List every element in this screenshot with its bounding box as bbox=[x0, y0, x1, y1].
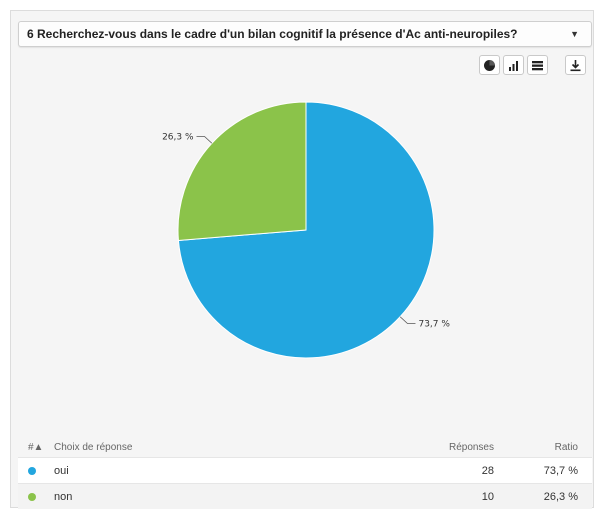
pie-slice-non[interactable] bbox=[177, 101, 307, 241]
data-label-non: 26,3 % bbox=[162, 132, 194, 142]
question-dropdown[interactable]: 6 Recherchez-vous dans le cadre d'un bil… bbox=[18, 21, 592, 47]
table-view-button[interactable] bbox=[527, 55, 548, 75]
bar-chart-icon bbox=[509, 60, 518, 71]
header-ratio: Ratio bbox=[554, 441, 578, 453]
table-header: #▲ Choix de réponse Réponses Ratio bbox=[18, 437, 592, 457]
row-responses: 28 bbox=[481, 464, 494, 477]
table-row: non 10 26,3 % bbox=[18, 483, 592, 509]
legend-dot bbox=[28, 492, 36, 501]
row-ratio: 73,7 % bbox=[543, 464, 578, 477]
download-icon bbox=[570, 59, 581, 71]
row-ratio: 26,3 % bbox=[543, 490, 578, 503]
table-icon bbox=[532, 60, 543, 70]
leader-line-non bbox=[196, 136, 213, 144]
caret-down-icon: ▼ bbox=[570, 29, 579, 39]
question-title: 6 Recherchez-vous dans le cadre d'un bil… bbox=[27, 27, 518, 41]
bar-chart-button[interactable] bbox=[503, 55, 524, 75]
download-button[interactable] bbox=[565, 55, 586, 75]
pie-chart-button[interactable] bbox=[479, 55, 500, 75]
row-choice: non bbox=[54, 490, 73, 503]
header-hash[interactable]: #▲ bbox=[28, 441, 44, 453]
header-responses: Réponses bbox=[448, 441, 494, 453]
row-choice: oui bbox=[54, 464, 69, 477]
header-choice: Choix de réponse bbox=[54, 441, 133, 453]
table-row: oui 28 73,7 % bbox=[18, 457, 592, 483]
legend-dot bbox=[28, 466, 36, 475]
leader-line-oui bbox=[399, 316, 416, 324]
row-responses: 10 bbox=[481, 490, 494, 503]
data-label-oui: 73,7 % bbox=[418, 320, 450, 330]
pie-chart-icon bbox=[484, 59, 495, 71]
